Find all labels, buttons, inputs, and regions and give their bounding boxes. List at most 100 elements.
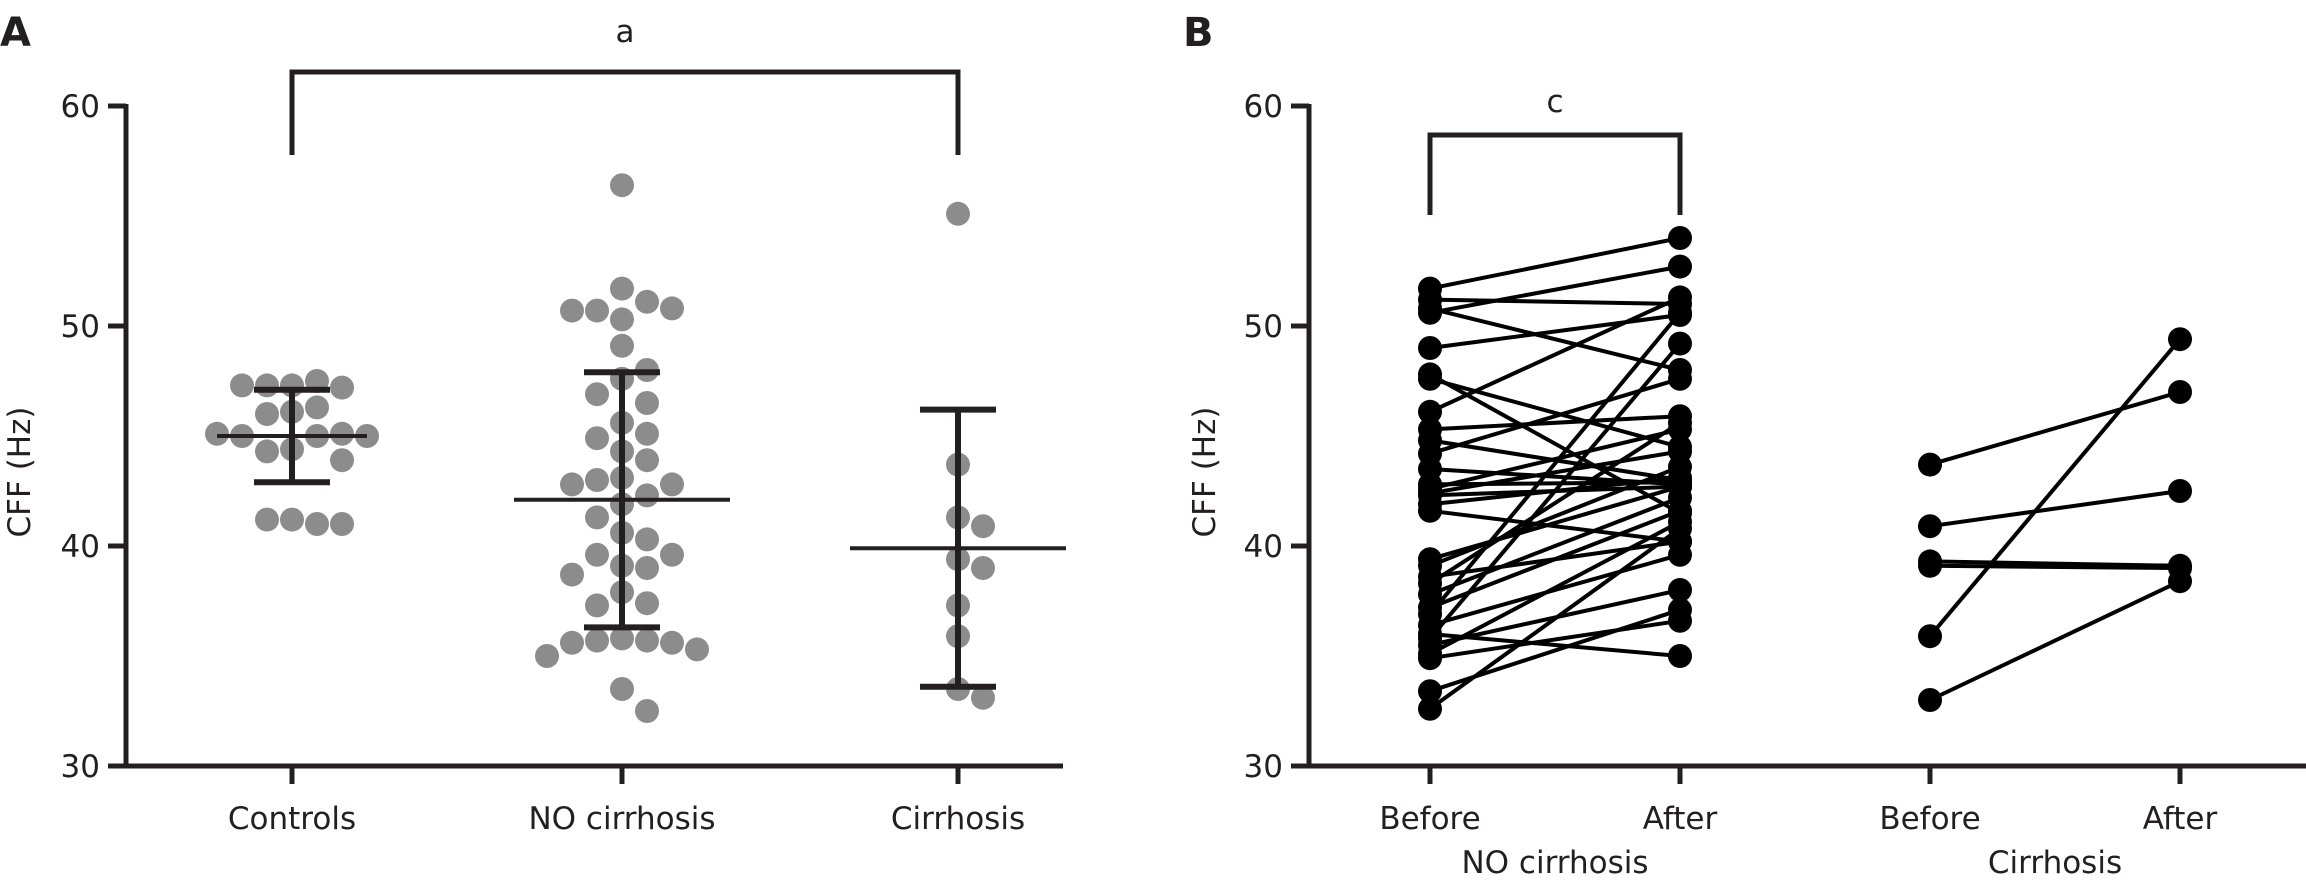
panel-b-point-after-cirrhosis-5 [2168, 569, 2192, 594]
panel-b-point-after-no-cirrhosis-0 [1668, 226, 1692, 250]
panel-b-y-tick-label-50: 50 [1244, 309, 1283, 345]
panel-b-point-after-no-cirrhosis-32 [1668, 516, 1692, 541]
panel-a-point-no-cirrhosis-6 [610, 307, 634, 332]
panel-b-point-after-no-cirrhosis-3 [1668, 254, 1692, 279]
panel-b-point-before-cirrhosis-4 [1918, 624, 1942, 649]
panel-a-point-no-cirrhosis-2 [635, 289, 659, 314]
panel-b-point-after-no-cirrhosis-24 [1668, 300, 1692, 325]
panel-b-significance-label: c [1546, 84, 1563, 120]
panel-b-x-tick-label-0-after: After [1643, 801, 1718, 837]
panel-a-point-no-cirrhosis-29 [635, 556, 659, 580]
panel-a-point-no-cirrhosis-7 [610, 333, 634, 358]
panel-a-point-cirrhosis-3 [971, 514, 995, 539]
panel-a-point-controls-19 [330, 512, 354, 536]
panel-b-pair-line-no-cirrhosis-4 [1429, 313, 1681, 350]
panel-b-points [1418, 226, 2192, 721]
panel-a-axes: 30 40 50 60 Controls NO cirrhosis Cirrhosis [61, 89, 1063, 837]
panel-a-point-no-cirrhosis-42 [635, 699, 659, 723]
panel-a-significance-bracket [289, 69, 961, 155]
panel-a-y-tick-label-50: 50 [61, 309, 100, 345]
panel-b-y-tick-label-60: 60 [1244, 89, 1283, 125]
panel-b-pair-line-no-cirrhosis-24 [1428, 311, 1682, 616]
panel-a-point-controls-12 [205, 421, 229, 446]
panel-a-point-controls-14 [255, 439, 279, 464]
panel-b-pair-line-no-cirrhosis-6 [1429, 376, 1681, 449]
panel-b-pair-line-no-cirrhosis-31 [1429, 607, 1681, 694]
panel-a-point-controls-9 [330, 421, 354, 446]
panel-a-point-cirrhosis-9 [971, 685, 995, 710]
panel-b-pair-line-no-cirrhosis-14 [1429, 449, 1681, 496]
panel-b-pair-line-no-cirrhosis-29 [1429, 520, 1681, 656]
panel-a-point-no-cirrhosis-3 [585, 298, 609, 323]
panel-b-pair-line-cirrhosis-3 [1929, 563, 2181, 570]
panel-a-point-controls-18 [255, 507, 279, 532]
panel-b-pair-line-no-cirrhosis-27 [1428, 342, 1682, 640]
panel-b-point-before-no-cirrhosis-31 [1418, 679, 1442, 704]
panel-a-point-no-cirrhosis-41 [610, 677, 634, 701]
panel-b-pair-line-no-cirrhosis-18 [1429, 484, 1681, 562]
panel-a-x-tick-label-cirrhosis: Cirrhosis [891, 801, 1025, 837]
panel-b-point-before-cirrhosis-1 [1918, 514, 1942, 539]
panel-b: B CFF (Hz) 30 40 50 60 Before After Before Afte… [1183, 10, 2306, 881]
panel-a-error-bars [217, 369, 1066, 690]
panel-a-point-cirrhosis-0 [946, 201, 970, 226]
panel-a-point-no-cirrhosis-39 [685, 637, 709, 662]
panel-b-point-before-no-cirrhosis-4 [1418, 336, 1442, 360]
panel-b-pair-line-cirrhosis-2 [1929, 559, 2181, 568]
panel-a-point-controls-17 [305, 512, 329, 536]
panel-b-pair-line-no-cirrhosis-22 [1429, 495, 1681, 597]
panel-b-significance: c [1427, 84, 1683, 215]
panel-b-y-axis-title: CFF (Hz) [1187, 407, 1223, 538]
panel-b-y-tick-label-30: 30 [1244, 749, 1283, 785]
panel-b-pair-line-cirrhosis-1 [1929, 489, 2181, 529]
panel-a-point-no-cirrhosis-19 [660, 472, 684, 497]
panel-b-point-before-cirrhosis-3 [1918, 553, 1942, 578]
panel-b-pair-line-no-cirrhosis-8 [1429, 414, 1681, 432]
panel-b-y-tick-label-40: 40 [1244, 529, 1283, 565]
panel-b-point-before-no-cirrhosis-17 [1418, 498, 1442, 523]
panel-a-point-no-cirrhosis-4 [660, 296, 684, 321]
panel-a-point-no-cirrhosis-33 [585, 593, 609, 618]
panel-a-point-no-cirrhosis-32 [635, 591, 659, 616]
panel-a-point-no-cirrhosis-23 [585, 505, 609, 530]
panel-b-axes: 30 40 50 60 Before After Before After [1244, 89, 2306, 837]
panel-b-pair-lines [1428, 236, 2182, 711]
panel-b-point-after-cirrhosis-1 [2168, 479, 2192, 503]
panel-a-significance: a [289, 14, 961, 155]
panel-a-x-tick-label-no-cirrhosis: NO cirrhosis [528, 801, 715, 837]
panel-b-pair-line-cirrhosis-4 [1928, 337, 2182, 638]
panel-a-y-tick-label-40: 40 [61, 529, 100, 565]
panel-a-point-no-cirrhosis-13 [635, 421, 659, 446]
panel-b-x-tick-label-0-before: Before [1379, 801, 1480, 837]
panel-a-point-no-cirrhosis-26 [585, 542, 609, 567]
panel-b-point-before-no-cirrhosis-7 [1418, 399, 1442, 424]
panel-a-point-no-cirrhosis-38 [560, 630, 584, 655]
panel-a-point-no-cirrhosis-18 [585, 468, 609, 492]
panel-b-point-after-cirrhosis-4 [2168, 327, 2192, 352]
panel-b-pair-line-no-cirrhosis-3 [1429, 264, 1681, 315]
panel-b-point-before-no-cirrhosis-3 [1418, 300, 1442, 325]
panel-b-pair-line-no-cirrhosis-2 [1429, 306, 1681, 372]
panel-a-point-no-cirrhosis-34 [610, 626, 634, 651]
panel-b-point-before-cirrhosis-5 [1918, 688, 1942, 712]
panel-b-point-after-no-cirrhosis-26 [1668, 644, 1692, 668]
panel-a: A CFF (Hz) 30 40 50 60 Controls NO cirrhosis C… [0, 10, 1066, 837]
panel-a-point-no-cirrhosis-36 [585, 628, 609, 653]
panel-a-y-tick-label-30: 30 [61, 749, 100, 785]
panel-a-point-controls-3 [330, 375, 354, 400]
panel-a-point-controls-7 [255, 402, 279, 426]
panel-b-x-tick-label-1-after: After [2143, 801, 2218, 837]
panel-b-point-after-no-cirrhosis-10 [1668, 366, 1692, 391]
panel-a-point-no-cirrhosis-25 [635, 527, 659, 552]
panel-a-point-controls-4 [230, 373, 254, 398]
panel-b-pair-line-no-cirrhosis-0 [1429, 236, 1681, 291]
panel-a-point-no-cirrhosis-11 [635, 391, 659, 415]
panel-b-point-after-no-cirrhosis-28 [1668, 578, 1692, 602]
panel-b-pair-line-cirrhosis-5 [1929, 579, 2181, 702]
panel-a-y-axis-title: CFF (Hz) [2, 407, 38, 538]
panel-a-point-no-cirrhosis-1 [610, 276, 634, 301]
panel-b-pair-line-no-cirrhosis-13 [1429, 427, 1681, 491]
panel-a-point-no-cirrhosis-14 [585, 426, 609, 451]
panel-a-point-no-cirrhosis-35 [635, 628, 659, 653]
panel-a-point-controls-16 [280, 507, 304, 532]
